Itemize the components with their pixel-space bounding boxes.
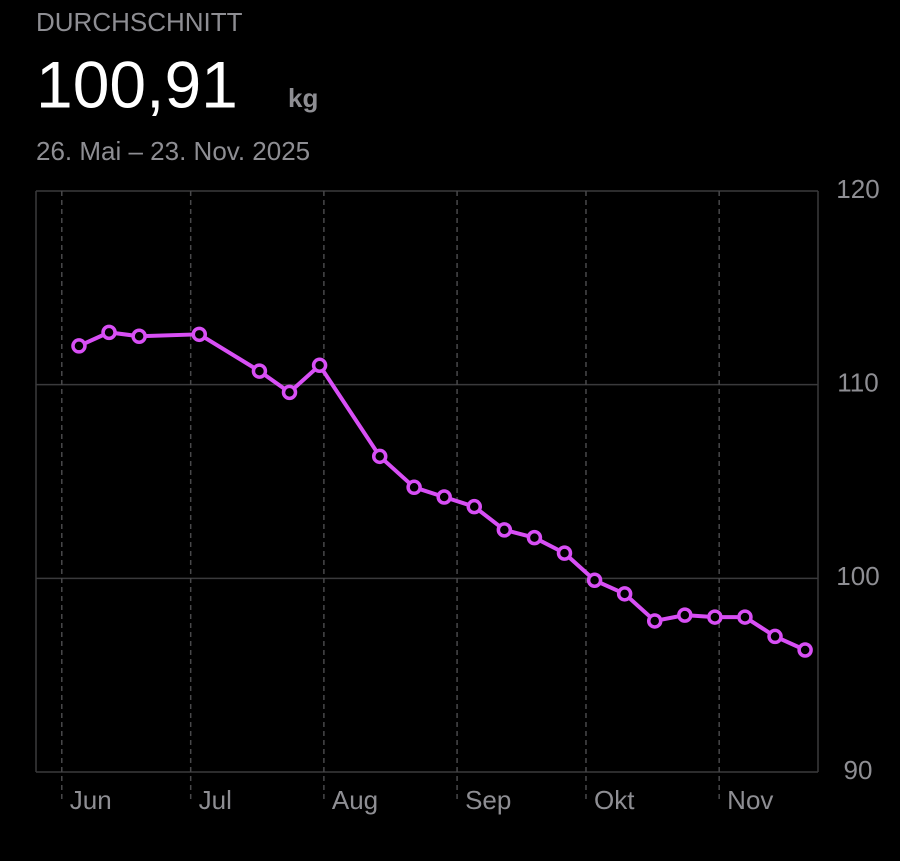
y-tick-label: 100	[836, 561, 879, 591]
x-tick-label: Aug	[332, 785, 378, 815]
data-point	[586, 572, 603, 589]
data-point	[767, 628, 783, 645]
data-point	[646, 613, 663, 629]
header-value: 100,91	[36, 47, 238, 121]
y-tick-label: 120	[836, 174, 879, 204]
y-tick-label: 110	[837, 368, 878, 398]
data-point	[526, 529, 543, 546]
data-point	[556, 545, 573, 561]
data-point	[737, 609, 753, 625]
data-point	[436, 489, 452, 505]
data-point	[281, 384, 298, 401]
y-tick-label: 90	[844, 755, 873, 785]
data-line	[78, 330, 806, 652]
header-label: DURCHSCHNITT	[36, 7, 243, 37]
x-tick-label: Okt	[594, 785, 635, 815]
data-point	[466, 498, 483, 515]
data-point	[191, 326, 208, 343]
data-point	[616, 586, 633, 602]
header-range: 26. Mai – 23. Nov. 2025	[36, 136, 310, 166]
data-point	[251, 363, 268, 379]
data-point	[71, 338, 87, 354]
x-tick-label: Sep	[465, 785, 511, 815]
data-point	[101, 324, 117, 341]
header-unit: kg	[288, 83, 318, 113]
data-point	[707, 609, 723, 625]
x-tick-label: Jul	[199, 785, 232, 815]
data-point	[131, 328, 147, 344]
x-tick-label: Jun	[70, 785, 112, 815]
data-point	[797, 642, 813, 658]
data-point	[677, 607, 693, 623]
data-point	[371, 448, 388, 465]
data-point	[406, 479, 422, 496]
data-point	[311, 357, 328, 374]
x-tick-label: Nov	[727, 785, 773, 815]
data-point	[496, 522, 513, 538]
